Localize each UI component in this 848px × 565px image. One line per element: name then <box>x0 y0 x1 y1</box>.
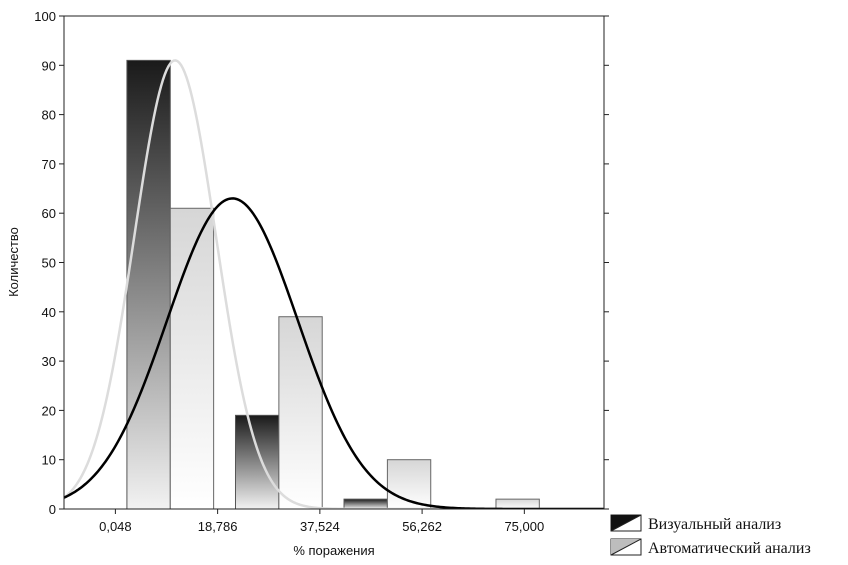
legend: Визуальный анализ Автоматический анализ <box>610 514 811 557</box>
legend-label-visual: Визуальный анализ <box>648 516 781 533</box>
bar-series0-bin1 <box>234 414 280 510</box>
y-axis: 0 10 20 30 40 50 60 70 80 90 100 <box>34 9 609 517</box>
x-tick-label-3: 56,262 <box>402 519 442 534</box>
bars-layer <box>126 59 540 510</box>
bar-series1-bin1 <box>278 316 323 510</box>
y-tick-label-7: 70 <box>42 157 56 172</box>
bar-series0-bin2 <box>343 498 388 510</box>
bar-series1-bin0 <box>169 207 215 510</box>
x-tick-label-2: 37,524 <box>300 519 340 534</box>
legend-label-auto: Автоматический анализ <box>648 540 811 557</box>
x-tick-label-0: 0,048 <box>99 519 132 534</box>
y-tick-label-3: 30 <box>42 354 56 369</box>
y-tick-label-10: 100 <box>34 9 56 24</box>
y-axis-label: Количество <box>6 227 21 297</box>
x-axis: 0,048 18,786 37,524 56,262 75,000 <box>99 509 544 534</box>
bar-series1-bin3 <box>495 498 540 510</box>
legend-item-auto: Автоматический анализ <box>610 538 811 557</box>
y-tick-label-5: 50 <box>42 256 56 271</box>
y-tick-label-9: 90 <box>42 58 56 73</box>
legend-item-visual: Визуальный анализ <box>610 514 781 533</box>
x-tick-label-1: 18,786 <box>198 519 238 534</box>
y-tick-label-2: 20 <box>42 403 56 418</box>
y-tick-label-0: 0 <box>49 502 56 517</box>
bar-series0-bin0 <box>126 59 171 510</box>
y-tick-label-1: 10 <box>42 453 56 468</box>
y-tick-label-8: 80 <box>42 108 56 123</box>
x-tick-label-4: 75,000 <box>504 519 544 534</box>
x-axis-label: % поражения <box>293 543 374 558</box>
y-tick-label-6: 60 <box>42 206 56 221</box>
y-tick-label-4: 40 <box>42 305 56 320</box>
